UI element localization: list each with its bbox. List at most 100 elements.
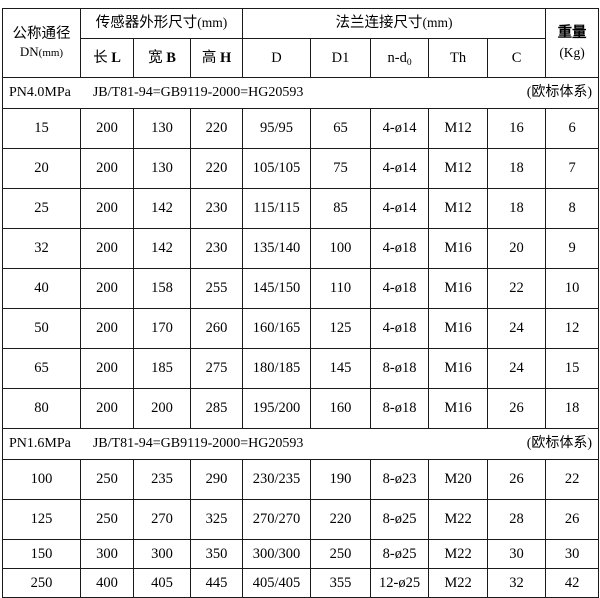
cell-width: 185	[133, 348, 191, 389]
cell-d1: 85	[310, 188, 372, 229]
section-banner: PN4.0MPa JB/T81-94=GB9119-2000=HG20593 (欧标…	[1, 77, 600, 109]
cell-d1: 125	[310, 308, 372, 349]
header-nominal-diameter-cn: 公称通径	[12, 25, 71, 42]
cell-height: 445	[189, 568, 244, 598]
header-group-flange: 法兰连接尺寸(mm)	[242, 8, 547, 39]
cell-th: M12	[428, 148, 489, 189]
cell-n-d0: 4-ø18	[370, 228, 430, 269]
cell-c: 26	[487, 459, 547, 500]
cell-width: 300	[133, 539, 191, 569]
cell-n-d0: 4-ø14	[370, 108, 430, 149]
cell-weight: 22	[545, 459, 600, 500]
cell-weight: 26	[545, 499, 600, 540]
cell-dn: 32	[2, 228, 81, 269]
cell-d: 115/115	[242, 188, 312, 229]
table-body: PN4.0MPa JB/T81-94=GB9119-2000=HG20593 (欧标…	[1, 77, 600, 598]
cell-height: 230	[189, 188, 244, 229]
header-col-width: 宽 B	[133, 38, 191, 78]
cell-n-d0: 8-ø23	[370, 459, 430, 500]
cell-dn: 125	[2, 499, 81, 540]
cell-dn: 65	[2, 348, 81, 389]
cell-height: 325	[189, 499, 244, 540]
header-group-sensor-unit: (mm)	[197, 15, 228, 31]
table-row: 80 200 200 285 195/200 160 8-ø18 M16 26 18	[2, 388, 600, 429]
header-col-c: C	[487, 38, 547, 78]
cell-length: 200	[80, 188, 134, 229]
cell-n-d0: 4-ø14	[370, 148, 430, 189]
cell-c: 24	[487, 308, 547, 349]
cell-n-d0: 8-ø25	[370, 539, 430, 569]
cell-weight: 6	[545, 108, 600, 149]
header-col-length: 长 L	[80, 38, 134, 78]
table-row: 15 200 130 220 95/95 65 4-ø14 M12 16 6	[2, 108, 600, 149]
table-header: 公称通径 DN(mm) 传感器外形尺寸(mm) 法兰连接尺寸(mm) 重量 (K…	[2, 8, 600, 78]
cell-th: M20	[428, 459, 489, 500]
cell-d1: 65	[310, 108, 372, 149]
header-col-n-d0-subscript: 0	[406, 57, 412, 68]
header-group-flange-label: 法兰连接尺寸	[335, 15, 423, 32]
cell-d: 135/140	[242, 228, 312, 269]
cell-d: 230/235	[242, 459, 312, 500]
cell-weight: 30	[545, 539, 600, 569]
cell-width: 235	[133, 459, 191, 500]
cell-height: 220	[189, 148, 244, 189]
cell-weight: 7	[545, 148, 600, 189]
cell-width: 405	[133, 568, 191, 598]
cell-dn: 50	[2, 308, 81, 349]
cell-th: M12	[428, 108, 489, 149]
cell-length: 250	[80, 459, 134, 500]
table-row: 65 200 185 275 180/185 145 8-ø18 M16 24 15	[2, 348, 600, 389]
cell-d: 95/95	[242, 108, 312, 149]
cell-weight: 42	[545, 568, 600, 598]
cell-th: M16	[428, 268, 489, 309]
cell-d1: 100	[310, 228, 372, 269]
cell-height: 290	[189, 459, 244, 500]
cell-c: 30	[487, 539, 547, 569]
header-row-subcolumns: 长 L 宽 B 高 H D D1 n-d0 Th C	[3, 38, 599, 78]
cell-d: 195/200	[242, 388, 312, 429]
cell-d1: 110	[310, 268, 372, 309]
section-standard-system: (欧标体系)	[526, 435, 593, 451]
cell-n-d0: 12-ø25	[370, 568, 430, 598]
cell-dn: 15	[2, 108, 81, 149]
cell-weight: 18	[545, 388, 600, 429]
cell-length: 200	[80, 388, 134, 429]
cell-th: M16	[428, 228, 489, 269]
cell-height: 350	[189, 539, 244, 569]
cell-c: 32	[487, 568, 547, 598]
cell-d1: 355	[310, 568, 372, 598]
table-row: 250 400 405 445 405/405 355 12-ø25 M22 32 42	[2, 568, 600, 598]
section-pressure-rating: PN4.0MPa	[9, 84, 71, 100]
cell-n-d0: 8-ø18	[370, 388, 430, 429]
cell-c: 18	[487, 188, 547, 229]
cell-height: 255	[189, 268, 244, 309]
cell-length: 200	[80, 148, 134, 189]
cell-width: 170	[133, 308, 191, 349]
cell-length: 200	[80, 348, 134, 389]
cell-th: M16	[428, 388, 489, 429]
cell-width: 158	[133, 268, 191, 309]
cell-length: 250	[80, 499, 134, 540]
header-weight: 重量 (Kg)	[545, 8, 600, 78]
table-row: 20 200 130 220 105/105 75 4-ø14 M12 18 7	[2, 148, 600, 189]
cell-c: 28	[487, 499, 547, 540]
cell-dn: 80	[2, 388, 81, 429]
cell-dn: 20	[2, 148, 81, 189]
cell-length: 200	[80, 268, 134, 309]
cell-length: 400	[80, 568, 134, 598]
header-row-groups: 公称通径 DN(mm) 传感器外形尺寸(mm) 法兰连接尺寸(mm) 重量 (K…	[2, 8, 600, 78]
section-banner: PN1.6MPa JB/T81-94=GB9119-2000=HG20593 (欧标…	[1, 428, 600, 460]
spec-table-container: 公称通径 DN(mm) 传感器外形尺寸(mm) 法兰连接尺寸(mm) 重量 (K…	[1, 8, 600, 598]
cell-dn: 150	[2, 539, 81, 569]
header-weight-cn: 重量	[557, 25, 587, 42]
cell-length: 300	[80, 539, 134, 569]
section-standard-system: (欧标体系)	[526, 84, 593, 100]
cell-d1: 190	[310, 459, 372, 500]
cell-d: 405/405	[242, 568, 312, 598]
cell-height: 220	[189, 108, 244, 149]
cell-weight: 9	[545, 228, 600, 269]
table-row: 150 300 300 350 300/300 250 8-ø25 M22 30 30	[2, 539, 600, 569]
header-nominal-diameter-dn: DN(mm)	[19, 44, 64, 60]
cell-c: 20	[487, 228, 547, 269]
cell-width: 200	[133, 388, 191, 429]
